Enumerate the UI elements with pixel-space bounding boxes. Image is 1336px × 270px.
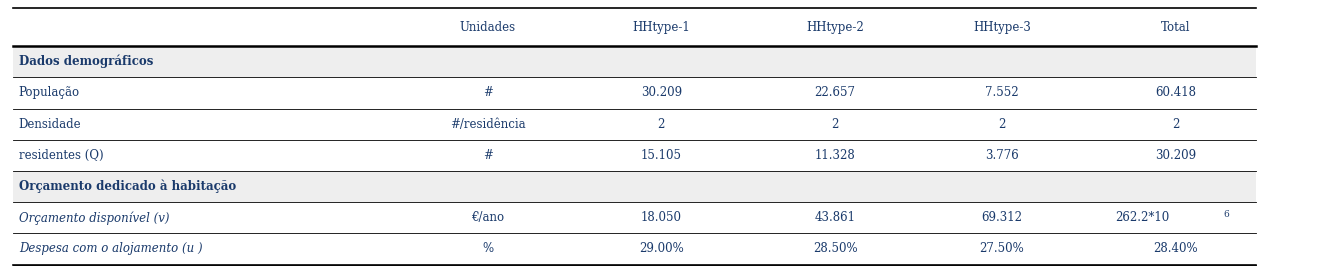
Text: 28.50%: 28.50% bbox=[812, 242, 858, 255]
Text: #: # bbox=[482, 149, 493, 162]
Bar bbox=[13, 46, 1256, 77]
Text: residentes (Q): residentes (Q) bbox=[19, 149, 103, 162]
Text: HHtype-2: HHtype-2 bbox=[806, 21, 864, 33]
Text: 11.328: 11.328 bbox=[815, 149, 855, 162]
Bar bbox=[13, 171, 1256, 202]
Text: 60.418: 60.418 bbox=[1156, 86, 1196, 99]
Text: HHtype-3: HHtype-3 bbox=[973, 21, 1031, 33]
Text: %: % bbox=[482, 242, 493, 255]
Text: 15.105: 15.105 bbox=[641, 149, 681, 162]
Bar bbox=[13, 233, 1256, 265]
Text: 2: 2 bbox=[998, 118, 1006, 131]
Text: HHtype-1: HHtype-1 bbox=[632, 21, 691, 33]
Text: 2: 2 bbox=[1172, 118, 1180, 131]
Text: Orçamento dedicado à habitação: Orçamento dedicado à habitação bbox=[19, 180, 236, 193]
Text: 2: 2 bbox=[831, 118, 839, 131]
Text: 22.657: 22.657 bbox=[815, 86, 855, 99]
Text: 3.776: 3.776 bbox=[985, 149, 1019, 162]
Text: Dados demográficos: Dados demográficos bbox=[19, 55, 154, 69]
Text: Orçamento disponível (v): Orçamento disponível (v) bbox=[19, 211, 170, 225]
Text: 262.2*10: 262.2*10 bbox=[1114, 211, 1169, 224]
Text: 69.312: 69.312 bbox=[982, 211, 1022, 224]
Text: 18.050: 18.050 bbox=[641, 211, 681, 224]
Bar bbox=[13, 109, 1256, 140]
Text: 27.50%: 27.50% bbox=[979, 242, 1025, 255]
Bar bbox=[13, 140, 1256, 171]
Text: Total: Total bbox=[1161, 21, 1190, 33]
Bar bbox=[13, 8, 1256, 46]
Text: Densidade: Densidade bbox=[19, 118, 81, 131]
Text: 2: 2 bbox=[657, 118, 665, 131]
Text: 43.861: 43.861 bbox=[815, 211, 855, 224]
Text: Unidades: Unidades bbox=[460, 21, 516, 33]
Text: 30.209: 30.209 bbox=[1156, 149, 1196, 162]
Text: 6: 6 bbox=[1224, 210, 1229, 219]
Text: €/ano: €/ano bbox=[472, 211, 504, 224]
Bar bbox=[13, 77, 1256, 109]
Text: #/residência: #/residência bbox=[450, 118, 525, 131]
Text: 29.00%: 29.00% bbox=[639, 242, 684, 255]
Text: 7.552: 7.552 bbox=[985, 86, 1019, 99]
Text: 28.40%: 28.40% bbox=[1153, 242, 1198, 255]
Text: Despesa com o alojamento (u ): Despesa com o alojamento (u ) bbox=[19, 242, 202, 255]
Bar bbox=[13, 202, 1256, 233]
Text: #: # bbox=[482, 86, 493, 99]
Text: 30.209: 30.209 bbox=[641, 86, 681, 99]
Text: População: População bbox=[19, 86, 80, 99]
